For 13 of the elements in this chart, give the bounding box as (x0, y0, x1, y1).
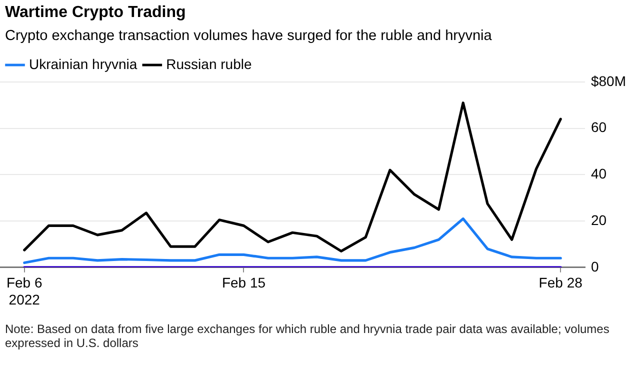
x-tick-label: Feb 15 (222, 274, 266, 291)
chart-subtitle: Crypto exchange transaction volumes have surged for the ruble and hryvnia (5, 28, 492, 44)
x-tick-label: Feb 28 (538, 274, 583, 291)
text: Note: Based on data from five large exchanges for which ruble and hryvnia trade pair data was available; volumes expressed in U.S. dollars (5, 322, 610, 350)
y-tick-label: $80M (590, 72, 626, 89)
y-tick-label: 40 (590, 166, 607, 182)
legend-label: Ukrainian hryvnia (29, 56, 138, 72)
chart-title: Wartime Crypto Trading (5, 4, 186, 22)
y-tick-label: 0 (590, 258, 599, 274)
x-tick-label: Feb 6 2022 (6, 274, 42, 308)
y-tick-label: 20 (590, 212, 607, 228)
y-tick-label: 60 (590, 119, 607, 136)
legend-label: Russian ruble (166, 56, 252, 72)
